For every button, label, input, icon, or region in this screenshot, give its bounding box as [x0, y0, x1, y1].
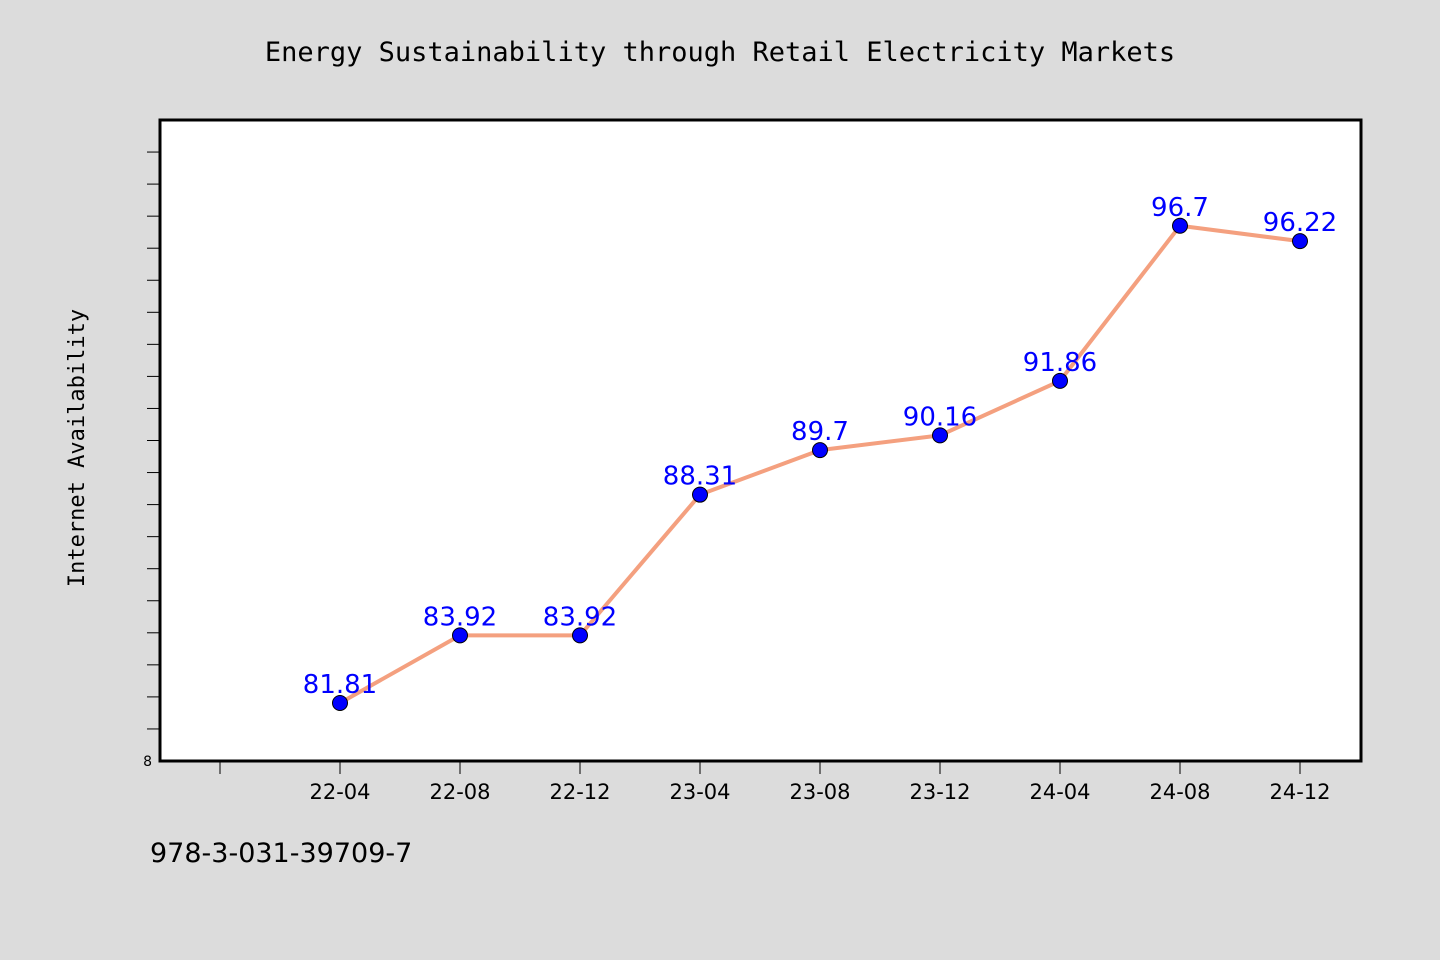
data-label-layer: 81.81 83.92 83.92 88.31 89.7 90.16 91.86 96.7 96… — [303, 193, 1337, 700]
footnote-text: 978-3-031-39709-7 — [150, 838, 412, 869]
data-label: 88.31 — [663, 462, 737, 492]
x-tick-label: 24-08 — [1149, 780, 1210, 804]
data-point — [1052, 372, 1068, 389]
x-tick-label: 22-08 — [429, 780, 490, 804]
x-tick-label: 23-12 — [909, 780, 970, 804]
data-point — [812, 442, 828, 459]
y-axis-ticks — [147, 151, 160, 730]
x-tick-label: 23-04 — [669, 780, 730, 804]
x-axis-ticks: 22-04 22-08 22-12 23-04 23-08 23-12 24-04 24-08… — [219, 761, 1331, 804]
data-point — [572, 627, 588, 644]
data-label: 96.22 — [1263, 208, 1337, 238]
data-label: 90.16 — [903, 402, 977, 432]
x-tick-label: 24-12 — [1269, 780, 1330, 804]
data-point — [1292, 233, 1308, 250]
data-point — [932, 427, 948, 444]
data-label: 91.86 — [1023, 348, 1097, 378]
x-tick-label: 22-04 — [309, 780, 370, 804]
y-axis-label: Internet Availability — [65, 309, 90, 587]
y-tick-label: 8 — [143, 754, 152, 770]
plot-area — [158, 118, 1363, 763]
data-label: 96.7 — [1151, 193, 1209, 223]
data-point — [692, 486, 708, 503]
data-label: 81.81 — [303, 670, 377, 700]
series-layer — [332, 217, 1308, 711]
data-label: 83.92 — [423, 602, 497, 632]
data-point — [1172, 217, 1188, 234]
data-label: 83.92 — [543, 602, 617, 632]
data-label: 89.7 — [791, 417, 849, 447]
x-tick-label: 23-08 — [789, 780, 850, 804]
data-point — [452, 627, 468, 644]
x-tick-label: 24-04 — [1029, 780, 1090, 804]
x-tick-label: 22-12 — [549, 780, 610, 804]
chart-title: Energy Sustainability through Retail Ele… — [265, 37, 1175, 68]
data-point — [332, 694, 348, 711]
